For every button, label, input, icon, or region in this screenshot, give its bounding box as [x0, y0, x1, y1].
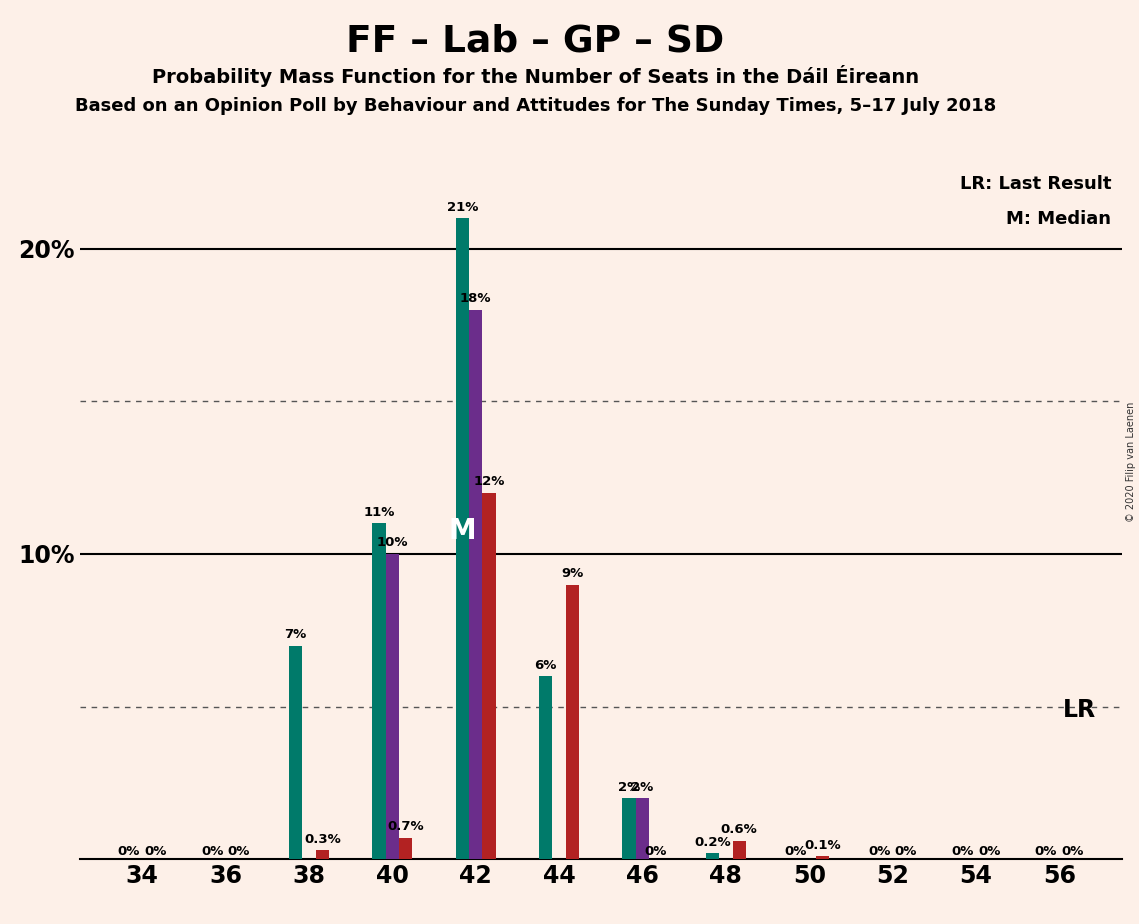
Text: 0.7%: 0.7% [387, 821, 424, 833]
Bar [816, 857, 829, 859]
Text: 9%: 9% [562, 567, 583, 580]
Text: 0.6%: 0.6% [721, 823, 757, 836]
Text: 21%: 21% [446, 201, 478, 213]
Text: 0%: 0% [785, 845, 808, 857]
Bar [539, 676, 552, 859]
Bar [706, 853, 719, 859]
Text: LR: LR [1063, 699, 1096, 723]
Text: 12%: 12% [474, 475, 505, 489]
Text: 11%: 11% [363, 505, 395, 519]
Bar [372, 524, 386, 859]
Text: 0%: 0% [117, 845, 140, 857]
Text: M: M [449, 517, 476, 545]
Text: 6%: 6% [534, 659, 557, 672]
Bar [636, 798, 649, 859]
Text: 0.1%: 0.1% [804, 839, 841, 852]
Bar [316, 850, 329, 859]
Bar [483, 492, 495, 859]
Text: 2%: 2% [631, 781, 654, 794]
Text: FF – Lab – GP – SD: FF – Lab – GP – SD [346, 23, 724, 59]
Text: © 2020 Filip van Laenen: © 2020 Filip van Laenen [1126, 402, 1136, 522]
Text: M: Median: M: Median [1007, 210, 1112, 227]
Text: 0%: 0% [645, 845, 667, 857]
Text: 0%: 0% [1062, 845, 1084, 857]
Bar [399, 838, 412, 859]
Text: 0.3%: 0.3% [304, 833, 341, 845]
Text: 0%: 0% [868, 845, 891, 857]
Text: 2%: 2% [618, 781, 640, 794]
Bar [623, 798, 636, 859]
Bar [386, 554, 399, 859]
Text: Probability Mass Function for the Number of Seats in the Dáil Éireann: Probability Mass Function for the Number… [151, 65, 919, 87]
Text: 0%: 0% [1035, 845, 1057, 857]
Text: 0%: 0% [978, 845, 1000, 857]
Bar [469, 310, 483, 859]
Text: 0.2%: 0.2% [695, 835, 731, 848]
Text: 10%: 10% [377, 537, 408, 550]
Text: 18%: 18% [460, 292, 492, 305]
Text: 0%: 0% [228, 845, 251, 857]
Text: LR: Last Result: LR: Last Result [960, 175, 1112, 192]
Bar [289, 646, 302, 859]
Text: 0%: 0% [202, 845, 223, 857]
Bar [732, 841, 746, 859]
Text: 0%: 0% [951, 845, 974, 857]
Text: 7%: 7% [285, 628, 306, 641]
Bar [566, 585, 579, 859]
Text: 0%: 0% [145, 845, 166, 857]
Bar [456, 218, 469, 859]
Text: 0%: 0% [895, 845, 917, 857]
Text: Based on an Opinion Poll by Behaviour and Attitudes for The Sunday Times, 5–17 J: Based on an Opinion Poll by Behaviour an… [75, 97, 995, 115]
